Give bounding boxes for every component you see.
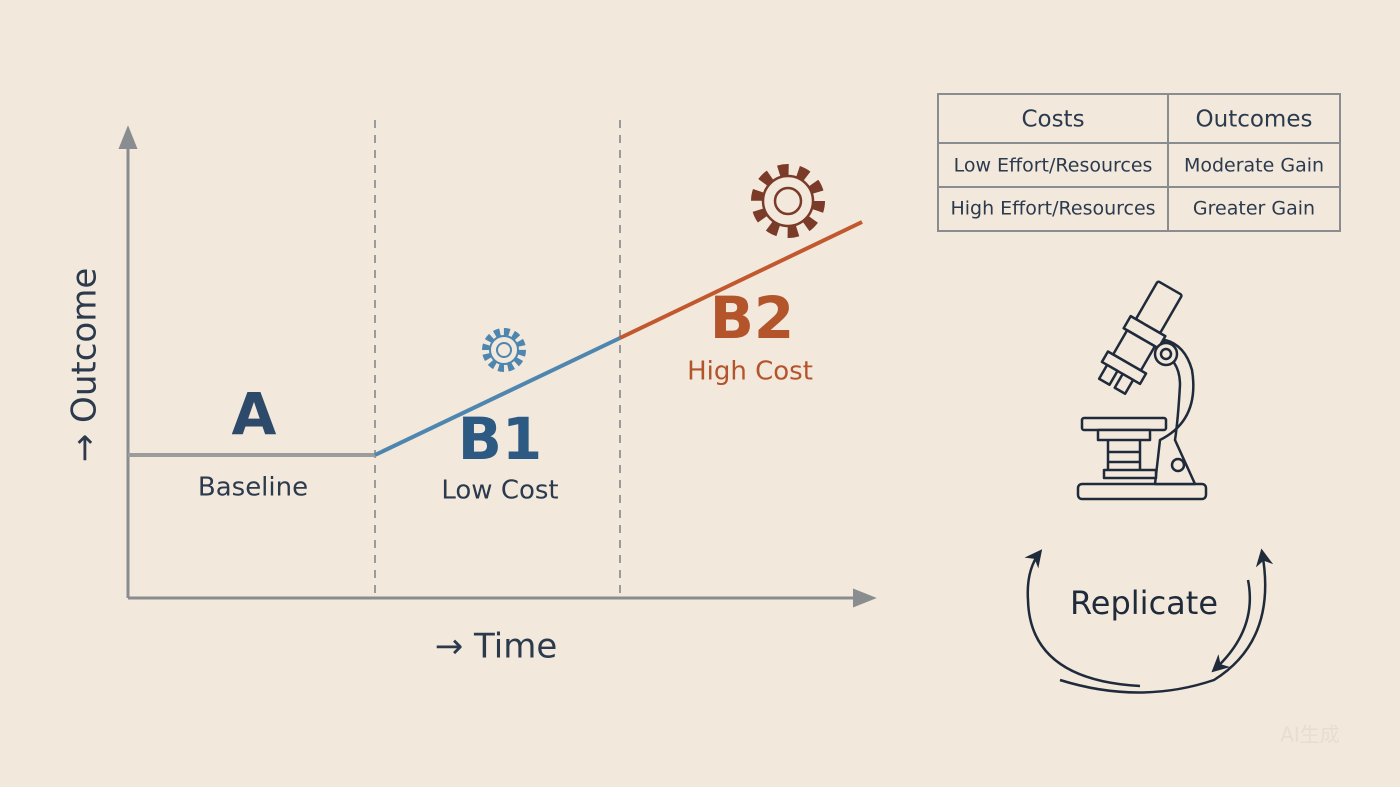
low-cost-segment bbox=[374, 336, 621, 457]
cycle-arrows bbox=[1024, 548, 1274, 694]
high-cost-segment bbox=[619, 220, 863, 340]
phase-label: High Cost bbox=[687, 357, 813, 387]
table-header: Outcomes bbox=[1196, 107, 1313, 133]
phase-letter: A bbox=[232, 380, 277, 448]
phase-label: Low Cost bbox=[441, 476, 558, 506]
phase-letter: B1 bbox=[458, 405, 543, 473]
phase-letter: B2 bbox=[710, 284, 795, 352]
table-cell: Greater Gain bbox=[1193, 198, 1315, 220]
table-cell: Moderate Gain bbox=[1184, 155, 1324, 177]
small-gear bbox=[482, 328, 526, 372]
cycle-label: Replicate bbox=[1070, 584, 1218, 622]
microscope-icon bbox=[1076, 280, 1208, 501]
y-axis-label: → Outcome bbox=[65, 268, 105, 462]
watermark: AI生成 bbox=[1280, 723, 1340, 747]
phase-label: Baseline bbox=[198, 473, 308, 503]
x-axis-label: → Time bbox=[435, 627, 558, 667]
cost-table bbox=[937, 93, 1341, 232]
large-gear bbox=[751, 164, 825, 238]
table-cell: Low Effort/Resources bbox=[954, 155, 1153, 177]
table-header: Costs bbox=[1021, 107, 1084, 133]
table-cell: High Effort/Resources bbox=[950, 198, 1155, 220]
